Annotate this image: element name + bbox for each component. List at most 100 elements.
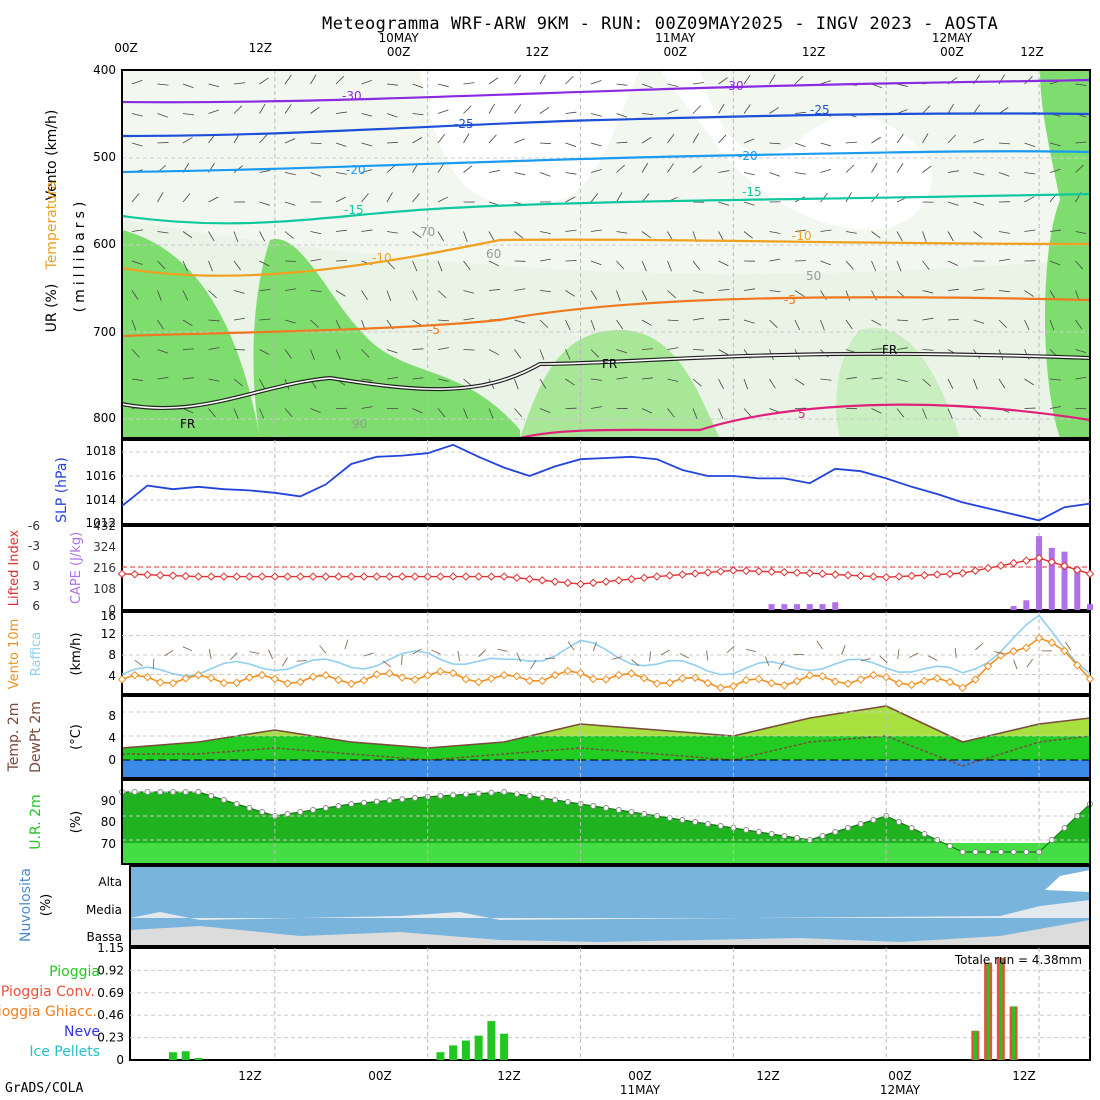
wind-barb	[641, 162, 649, 173]
wind-barb	[259, 260, 270, 267]
li-marker	[359, 572, 369, 581]
wind-barb	[310, 74, 317, 85]
li-marker	[1073, 565, 1082, 575]
wind-barb	[641, 319, 652, 326]
wind-barb	[386, 260, 395, 270]
wind-barb	[157, 260, 166, 270]
rh-marker	[539, 795, 546, 801]
cape-tick: 0	[108, 603, 116, 617]
wind-barb	[259, 378, 265, 389]
wind-barb	[361, 79, 373, 85]
wind-barb	[820, 142, 832, 147]
wind-barb	[182, 377, 194, 380]
wind-barb	[973, 378, 978, 390]
wind-barb	[845, 231, 857, 234]
rh-marker	[704, 821, 711, 827]
wind-barb	[259, 201, 271, 206]
wind-marker	[308, 672, 318, 681]
rh-marker	[603, 805, 609, 811]
wind-barb	[947, 201, 959, 206]
wind-marker	[181, 674, 190, 683]
rh-label-70: 70	[420, 225, 435, 239]
wind-arrow	[382, 660, 392, 668]
wind-barb	[641, 231, 652, 239]
ytick-700: 700	[93, 325, 116, 339]
wind-barb	[743, 172, 755, 176]
wind-marker	[881, 672, 891, 682]
precip-bar	[487, 1021, 496, 1060]
wind-barb	[1049, 406, 1061, 409]
rh-marker	[832, 829, 839, 835]
iso-label-minus20: -20	[346, 163, 366, 177]
iso-label-minus10b: -10	[792, 229, 812, 243]
wind-barb	[437, 319, 449, 322]
wind-barb	[565, 319, 571, 331]
wind-barb	[565, 172, 577, 175]
wind-barb	[845, 376, 857, 380]
wind-barb	[182, 260, 188, 272]
wind-barb	[718, 260, 729, 267]
wind-barb	[437, 378, 449, 382]
li-marker	[932, 570, 942, 579]
rh-marker	[959, 849, 966, 855]
wind-barb	[412, 348, 424, 350]
wind-barb	[590, 260, 602, 266]
wind-barb	[718, 77, 728, 85]
wind-barb	[896, 83, 908, 87]
wind-marker	[894, 678, 904, 688]
wind-barb	[616, 349, 628, 354]
wind-arrow	[994, 651, 1005, 655]
li-marker	[754, 567, 764, 576]
li-marker	[308, 572, 318, 581]
li-marker	[627, 574, 636, 584]
li-marker	[1047, 557, 1057, 567]
wind-ytick-12: 12	[101, 627, 116, 641]
rh-marker	[819, 833, 826, 839]
rh-marker	[781, 833, 788, 839]
cloud-bg	[130, 866, 1090, 946]
wind-barb	[973, 231, 983, 239]
temp2m-grid	[122, 696, 1090, 778]
upper-air-panel: -30 -30 -25 -25 -20 -20 -15 -15 -10 -10 …	[44, 63, 1091, 440]
bottom-time-label: 11MAY	[620, 1083, 661, 1097]
wind-arrow	[954, 647, 957, 658]
wind-barb	[208, 83, 220, 88]
wind-barb	[1049, 378, 1061, 381]
cape-ticks: 432 324 216 108 0	[93, 519, 116, 617]
wind-barb	[514, 288, 526, 291]
wind-arrow	[457, 650, 460, 661]
wind-barb	[667, 378, 679, 382]
isotherm-minus15	[121, 192, 1091, 225]
rh-marker	[437, 793, 444, 799]
isotherm-minus20	[121, 150, 1091, 174]
rh-band-moist-4	[1040, 70, 1090, 438]
wind-barb	[667, 163, 674, 173]
wind-barb	[641, 260, 647, 272]
wind-barb	[233, 290, 245, 294]
wind-barb	[310, 172, 321, 177]
wind-arrow	[660, 649, 670, 656]
wind-marker	[589, 674, 598, 684]
wind-barb	[259, 289, 271, 291]
gust-series	[121, 614, 1091, 677]
wind-barb	[947, 170, 959, 173]
wind-barb	[437, 133, 445, 144]
wind-barb	[565, 142, 577, 147]
wind-marker	[474, 677, 483, 687]
wind-barb	[233, 260, 241, 271]
rh-marker	[462, 791, 469, 798]
wind-barb	[208, 109, 220, 114]
wind-arrow	[975, 642, 984, 651]
wind-barb	[1049, 260, 1061, 266]
wind-barb	[1024, 378, 1035, 386]
wind-barb	[1024, 196, 1035, 203]
rh-ytick-90: 90	[101, 794, 116, 808]
li-marker	[1034, 553, 1044, 563]
wind-marker	[499, 670, 509, 680]
rh-marker	[921, 831, 928, 837]
wind-arrow	[908, 652, 919, 659]
wind-barb	[437, 408, 446, 418]
wind-barb	[233, 378, 243, 387]
wind-barb	[998, 378, 1006, 389]
wind-barb	[131, 349, 140, 358]
